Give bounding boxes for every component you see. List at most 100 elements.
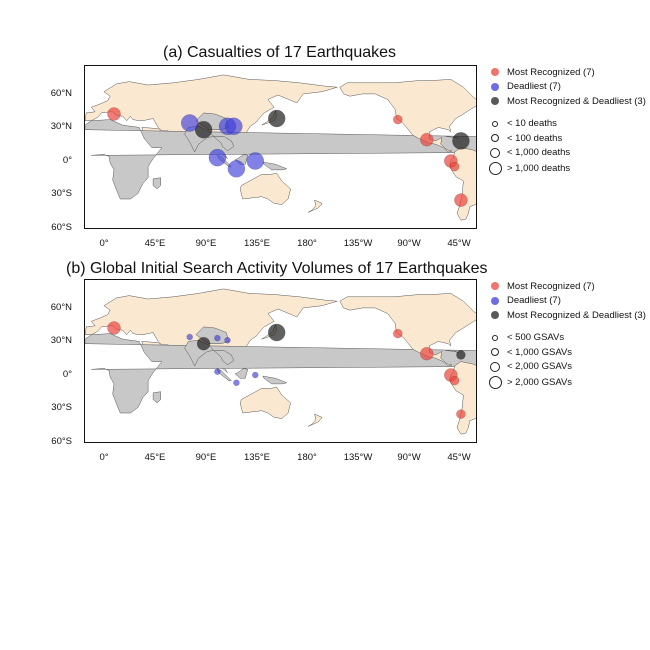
earthquake-marker-california [393,328,403,339]
lon-label: 135°W [343,452,373,463]
legend-a: Most Recognized (7) Deadliest (7) Most R… [487,65,646,176]
legend-swatch-red [491,68,499,77]
legend-item: Most Recognized (7) [487,65,646,80]
land-borneo [234,368,249,379]
earthquake-marker-java [233,379,240,387]
legend-label: Deadliest (7) [507,295,561,307]
lat-label: 30°S [51,188,72,199]
earthquake-marker-chile [456,409,466,419]
legend-item: Deadliest (7) [487,80,646,95]
lat-label: 30°N [50,335,72,346]
legend-label: < 1,000 GSAVs [507,346,573,358]
earthquake-marker-sumatra [208,148,227,167]
earthquake-marker-philippines [252,371,259,379]
lon-label: 45°W [447,452,471,463]
legend-label: < 2,000 GSAVs [507,361,573,373]
legend-label: Most Recognized & Deadliest (3) [507,309,646,321]
earthquake-marker-haiti [456,350,466,360]
lon-label: 90°W [397,452,421,463]
panel-b-title: (b) Global Initial Search Activity Volum… [66,260,488,277]
lon-label: 135°E [244,452,270,463]
legend-item: > 1,000 deaths [487,160,646,176]
lon-label: 45°E [144,238,166,249]
legend-ring-size-4 [488,375,502,389]
earthquake-marker-peru [449,161,460,172]
earthquake-marker-peru [449,375,460,386]
legend-ring-size-1 [492,334,498,341]
map-b-svg [85,288,476,435]
land-madagascar [152,177,161,190]
lon-label: 45°E [144,452,166,463]
map-a-svg [85,74,476,221]
legend-swatch-black [491,311,499,320]
land-nz [308,413,323,427]
lat-label: 60°S [51,436,72,447]
land-indochina [213,136,235,152]
lon-label: 180° [297,452,317,463]
lon-label: 0° [99,452,109,463]
earthquake-marker-italy [107,107,121,121]
legend-ring-size-3 [490,147,500,158]
legend-item: < 1,000 GSAVs [487,345,646,360]
land-png [262,161,288,171]
lon-label: 135°W [343,238,373,249]
earthquake-marker-japan [267,323,286,342]
lon-label: 135°E [244,238,270,249]
earthquake-marker-chile [454,193,468,207]
earthquake-marker-china-2 [225,117,243,136]
land-n-america [339,79,476,153]
lon-label: 45°W [447,238,471,249]
earthquake-marker-california [393,114,403,125]
legend-label: < 1,000 deaths [507,147,571,159]
lat-label: 60°N [50,302,72,313]
earthquake-marker-nepal [196,336,211,351]
lat-label: 30°N [50,121,72,132]
earthquake-marker-philippines [246,152,265,170]
earthquake-marker-pakistan [180,114,199,132]
legend-label: > 1,000 deaths [507,162,571,174]
lat-label: 30°S [51,402,72,413]
legend-ring-size-2 [491,134,499,143]
legend-ring-size-4 [488,161,502,175]
legend-item: Most Recognized & Deadliest (3) [487,308,646,323]
legend-item: Most Recognized & Deadliest (3) [487,94,646,109]
earthquake-marker-italy [107,321,121,335]
legend-item: > 2,000 GSAVs [487,374,646,390]
earthquake-marker-china [224,337,231,344]
legend-item: < 1,000 deaths [487,146,646,161]
land-indochina [213,350,235,366]
legend-ring-size-1 [492,120,498,127]
lon-label: 0° [99,238,109,249]
land-australia [239,173,291,205]
legend-label: Most Recognized (7) [507,280,595,292]
land-madagascar [152,391,161,404]
legend-label: Deadliest (7) [507,81,561,93]
legend-item: < 2,000 GSAVs [487,360,646,375]
earthquake-marker-haiti [452,132,470,150]
map-panel-a [84,65,477,229]
earthquake-marker-sumatra [214,368,221,375]
legend-label: Most Recognized (7) [507,66,595,78]
lon-label: 180° [297,238,317,249]
legend-swatch-black [491,97,499,106]
legend-item: < 100 deaths [487,131,646,146]
earthquake-marker-pakistan [186,333,193,341]
land-africa [85,333,476,414]
panel-a-title: (a) Casualties of 17 Earthquakes [163,44,397,61]
lon-label: 90°W [397,238,421,249]
legend-label: > 2,000 GSAVs [507,376,573,388]
map-panel-b [84,279,477,443]
earthquake-marker-nepal [194,120,213,139]
lat-label: 0° [62,155,72,166]
earthquake-marker-mexico [420,132,434,147]
legend-swatch-blue [491,296,499,305]
legend-label: Most Recognized & Deadliest (3) [507,95,646,107]
earthquake-marker-japan [267,109,286,128]
land-n-america [339,293,476,367]
legend-b: Most Recognized (7) Deadliest (7) Most R… [487,279,646,390]
legend-swatch-red [491,282,499,291]
lon-label: 90°E [195,238,217,249]
lon-label: 90°E [195,452,217,463]
land-png [262,375,288,385]
legend-label: < 100 deaths [507,132,563,144]
